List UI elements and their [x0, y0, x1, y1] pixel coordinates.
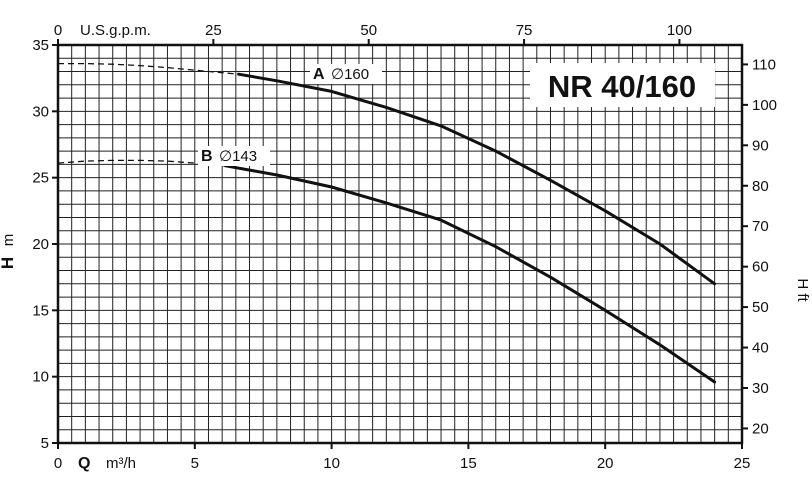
series-b-diameter: ∅143 — [219, 148, 257, 165]
series-a-curve-dashed — [58, 62, 239, 75]
x-top-axis-label: U.S.g.p.m. — [80, 22, 151, 39]
x-tick-label: 20 — [597, 455, 614, 472]
x-tick-label: 5 — [191, 455, 199, 472]
y-tick-label: 15 — [32, 302, 49, 319]
x-axis-label-unit: m³/h — [106, 455, 136, 472]
y-tick-label: 20 — [32, 236, 49, 253]
series-a-diameter: ∅160 — [331, 66, 369, 83]
series-b-curve — [223, 164, 717, 384]
y-right-tick-label: 60 — [752, 259, 769, 276]
x-tick-label: 10 — [323, 455, 340, 472]
y-axis-label-h: H — [0, 257, 17, 269]
series-label-a: A ∅160 — [310, 64, 382, 84]
y-tick-label: 30 — [32, 103, 49, 120]
x-top-tick-label: 0 — [54, 22, 62, 39]
y-tick-label: 35 — [32, 37, 49, 54]
chart-title: NR 40/160 — [548, 69, 696, 104]
y-axis-label-unit: m — [0, 234, 17, 247]
y-right-tick-label: 20 — [752, 420, 769, 437]
x-top-tick-label: 25 — [205, 22, 222, 39]
axis-ticks: 0 5 10 15 20 250 25 50 75 10051015202530352030405… — [32, 22, 777, 472]
y-tick-label: 5 — [41, 435, 49, 452]
y-right-tick-label: 100 — [752, 97, 777, 114]
series-b-name: B — [201, 148, 213, 165]
y-right-tick-label: 50 — [752, 299, 769, 316]
y-right-tick-label: 70 — [752, 218, 769, 235]
y-right-tick-label: 40 — [752, 340, 769, 357]
x-top-tick-label: 75 — [516, 22, 533, 39]
series-a-name: A — [313, 66, 325, 83]
x-axis-label-q: Q — [78, 455, 90, 472]
y-right-tick-label: 80 — [752, 178, 769, 195]
x-top-tick-label: 100 — [667, 22, 692, 39]
y-right-tick-label: 110 — [752, 56, 776, 73]
series-b-curve-dashed — [57, 159, 225, 167]
y-right-tick-label: 90 — [752, 137, 769, 154]
y-tick-label: 25 — [32, 170, 49, 187]
grid — [58, 45, 742, 443]
x-top-tick-label: 50 — [360, 22, 377, 39]
y-tick-label: 10 — [32, 369, 49, 386]
x-tick-label: 0 — [54, 455, 62, 472]
y-right-tick-label: 30 — [752, 380, 769, 397]
series-label-b: B ∅143 — [198, 146, 270, 166]
curves — [57, 62, 717, 384]
y-right-axis-label: H ft — [794, 278, 811, 302]
series-a-curve — [237, 72, 717, 286]
x-tick-label: 15 — [460, 455, 477, 472]
title-box — [530, 63, 715, 107]
x-tick-label: 25 — [734, 455, 751, 472]
